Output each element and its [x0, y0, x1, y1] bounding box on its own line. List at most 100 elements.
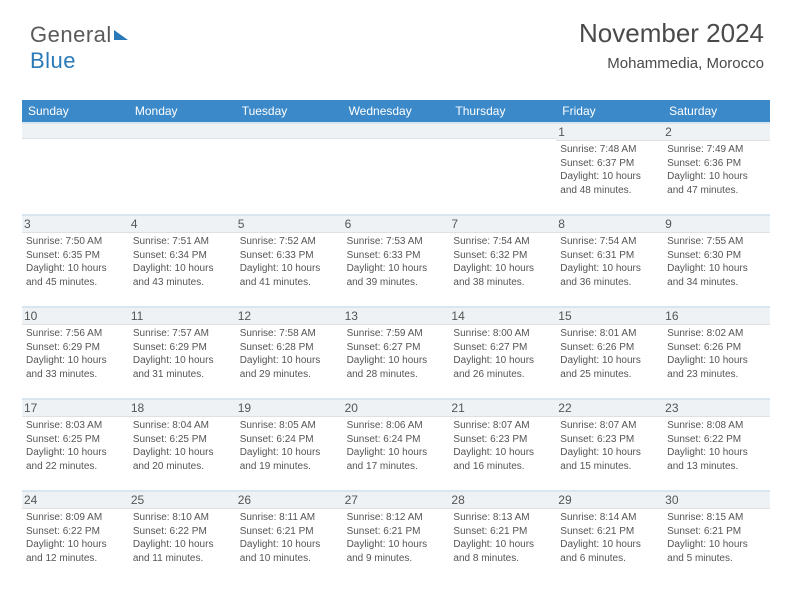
day-cell: 16Sunrise: 8:02 AMSunset: 6:26 PMDayligh… — [663, 306, 770, 398]
day-number: 11 — [129, 308, 236, 325]
day-info: Sunrise: 7:54 AMSunset: 6:32 PMDaylight:… — [453, 235, 552, 289]
day-cell: 30 Sunrise: 8:15 AMSunset: 6:21 PMDayligh… — [663, 490, 770, 582]
day-cell: 8 Sunrise: 7:54 AMSunset: 6:31 PMDaylight… — [556, 214, 663, 306]
day-number: 24 — [22, 492, 129, 509]
day-cell: 20 Sunrise: 8:06 AMSunset: 6:24 PMDayligh… — [343, 398, 450, 490]
logo-triangle-icon — [114, 30, 128, 40]
day-cell: 27 Sunrise: 8:12 AMSunset: 6:21 PMDayligh… — [343, 490, 450, 582]
day-info: Sunrise: 7:50 AMSunset: 6:35 PMDaylight:… — [26, 235, 125, 289]
weekday-header: Thursday — [449, 100, 556, 122]
day-info: Sunrise: 7:59 AMSunset: 6:27 PMDaylight:… — [347, 327, 446, 381]
day-info: Sunrise: 8:15 AMSunset: 6:21 PMDaylight:… — [667, 511, 766, 565]
title-block: November 2024 Mohammedia, Morocco — [579, 18, 764, 72]
day-cell: 4Sunrise: 7:51 AMSunset: 6:34 PMDaylight… — [129, 214, 236, 306]
day-info: Sunrise: 8:05 AMSunset: 6:24 PMDaylight:… — [240, 419, 339, 473]
day-info: Sunrise: 8:07 AMSunset: 6:23 PMDaylight:… — [453, 419, 552, 473]
day-cell: 2Sunrise: 7:49 AMSunset: 6:36 PMDaylight… — [663, 122, 770, 214]
day-info: Sunrise: 8:14 AMSunset: 6:21 PMDaylight:… — [560, 511, 659, 565]
day-info: Sunrise: 8:02 AMSunset: 6:26 PMDaylight:… — [667, 327, 766, 381]
day-number: 23 — [663, 400, 770, 417]
day-cell: 5 Sunrise: 7:52 AMSunset: 6:33 PMDaylight… — [236, 214, 343, 306]
weekday-header: Monday — [129, 100, 236, 122]
day-number: 18 — [129, 400, 236, 417]
weekday-header: Sunday — [22, 100, 129, 122]
day-info: Sunrise: 8:09 AMSunset: 6:22 PMDaylight:… — [26, 511, 125, 565]
day-number: 12 — [236, 308, 343, 325]
empty-day-cell — [343, 122, 450, 214]
day-cell: 1Sunrise: 7:48 AMSunset: 6:37 PMDaylight… — [556, 122, 663, 214]
day-cell: 26 Sunrise: 8:11 AMSunset: 6:21 PMDayligh… — [236, 490, 343, 582]
location-label: Mohammedia, Morocco — [579, 55, 764, 72]
day-number: 6 — [343, 216, 450, 233]
day-number: 13 — [343, 308, 450, 325]
day-number: 8 — [556, 216, 663, 233]
day-number: 5 — [236, 216, 343, 233]
brand-logo: General Blue — [30, 22, 128, 74]
day-cell: 21 Sunrise: 8:07 AMSunset: 6:23 PMDayligh… — [449, 398, 556, 490]
day-info: Sunrise: 7:52 AMSunset: 6:33 PMDaylight:… — [240, 235, 339, 289]
day-number: 21 — [449, 400, 556, 417]
day-info: Sunrise: 7:56 AMSunset: 6:29 PMDaylight:… — [26, 327, 125, 381]
day-info: Sunrise: 8:00 AMSunset: 6:27 PMDaylight:… — [453, 327, 552, 381]
day-cell: 29 Sunrise: 8:14 AMSunset: 6:21 PMDayligh… — [556, 490, 663, 582]
day-cell: 23 Sunrise: 8:08 AMSunset: 6:22 PMDayligh… — [663, 398, 770, 490]
day-info: Sunrise: 8:12 AMSunset: 6:21 PMDaylight:… — [347, 511, 446, 565]
day-info: Sunrise: 8:03 AMSunset: 6:25 PMDaylight:… — [26, 419, 125, 473]
day-info: Sunrise: 8:11 AMSunset: 6:21 PMDaylight:… — [240, 511, 339, 565]
day-cell: 6 Sunrise: 7:53 AMSunset: 6:33 PMDaylight… — [343, 214, 450, 306]
month-title: November 2024 — [579, 18, 764, 49]
day-info: Sunrise: 7:58 AMSunset: 6:28 PMDaylight:… — [240, 327, 339, 381]
day-number: 27 — [343, 492, 450, 509]
day-cell: 3 Sunrise: 7:50 AMSunset: 6:35 PMDaylight… — [22, 214, 129, 306]
day-info: Sunrise: 8:13 AMSunset: 6:21 PMDaylight:… — [453, 511, 552, 565]
day-info: Sunrise: 8:01 AMSunset: 6:26 PMDaylight:… — [560, 327, 659, 381]
day-number: 22 — [556, 400, 663, 417]
day-number: 2 — [663, 124, 770, 141]
weekday-header: Saturday — [663, 100, 770, 122]
empty-day-cell — [449, 122, 556, 214]
day-cell: 13 Sunrise: 7:59 AMSunset: 6:27 PMDayligh… — [343, 306, 450, 398]
day-cell: 19 Sunrise: 8:05 AMSunset: 6:24 PMDayligh… — [236, 398, 343, 490]
day-number: 19 — [236, 400, 343, 417]
day-cell: 25 Sunrise: 8:10 AMSunset: 6:22 PMDayligh… — [129, 490, 236, 582]
day-number: 9 — [663, 216, 770, 233]
day-cell: 18 Sunrise: 8:04 AMSunset: 6:25 PMDayligh… — [129, 398, 236, 490]
day-info: Sunrise: 7:57 AMSunset: 6:29 PMDaylight:… — [133, 327, 232, 381]
day-cell: 7 Sunrise: 7:54 AMSunset: 6:32 PMDaylight… — [449, 214, 556, 306]
empty-day-cell — [129, 122, 236, 214]
day-info: Sunrise: 7:53 AMSunset: 6:33 PMDaylight:… — [347, 235, 446, 289]
weekday-header: Friday — [556, 100, 663, 122]
day-number: 26 — [236, 492, 343, 509]
logo-text-1: General — [30, 22, 112, 47]
day-number: 28 — [449, 492, 556, 509]
day-info: Sunrise: 7:54 AMSunset: 6:31 PMDaylight:… — [560, 235, 659, 289]
day-number: 14 — [449, 308, 556, 325]
day-info: Sunrise: 7:55 AMSunset: 6:30 PMDaylight:… — [667, 235, 766, 289]
day-cell: 15Sunrise: 8:01 AMSunset: 6:26 PMDayligh… — [556, 306, 663, 398]
day-info: Sunrise: 8:06 AMSunset: 6:24 PMDaylight:… — [347, 419, 446, 473]
day-number: 1 — [556, 124, 663, 141]
day-cell: 24 Sunrise: 8:09 AMSunset: 6:22 PMDayligh… — [22, 490, 129, 582]
day-info: Sunrise: 8:04 AMSunset: 6:25 PMDaylight:… — [133, 419, 232, 473]
calendar-grid: SundayMondayTuesdayWednesdayThursdayFrid… — [22, 100, 770, 582]
day-number: 3 — [22, 216, 129, 233]
day-cell: 14 Sunrise: 8:00 AMSunset: 6:27 PMDayligh… — [449, 306, 556, 398]
day-info: Sunrise: 8:10 AMSunset: 6:22 PMDaylight:… — [133, 511, 232, 565]
weekday-header: Tuesday — [236, 100, 343, 122]
day-number: 17 — [22, 400, 129, 417]
day-cell: 22 Sunrise: 8:07 AMSunset: 6:23 PMDayligh… — [556, 398, 663, 490]
weekday-header: Wednesday — [343, 100, 450, 122]
logo-text-2: Blue — [30, 48, 76, 73]
day-number: 25 — [129, 492, 236, 509]
day-number: 20 — [343, 400, 450, 417]
day-number: 29 — [556, 492, 663, 509]
day-number: 30 — [663, 492, 770, 509]
day-number: 7 — [449, 216, 556, 233]
empty-day-cell — [236, 122, 343, 214]
empty-day-cell — [22, 122, 129, 214]
day-number: 4 — [129, 216, 236, 233]
day-cell: 11 Sunrise: 7:57 AMSunset: 6:29 PMDayligh… — [129, 306, 236, 398]
day-info: Sunrise: 8:08 AMSunset: 6:22 PMDaylight:… — [667, 419, 766, 473]
day-number: 10 — [22, 308, 129, 325]
day-info: Sunrise: 8:07 AMSunset: 6:23 PMDaylight:… — [560, 419, 659, 473]
